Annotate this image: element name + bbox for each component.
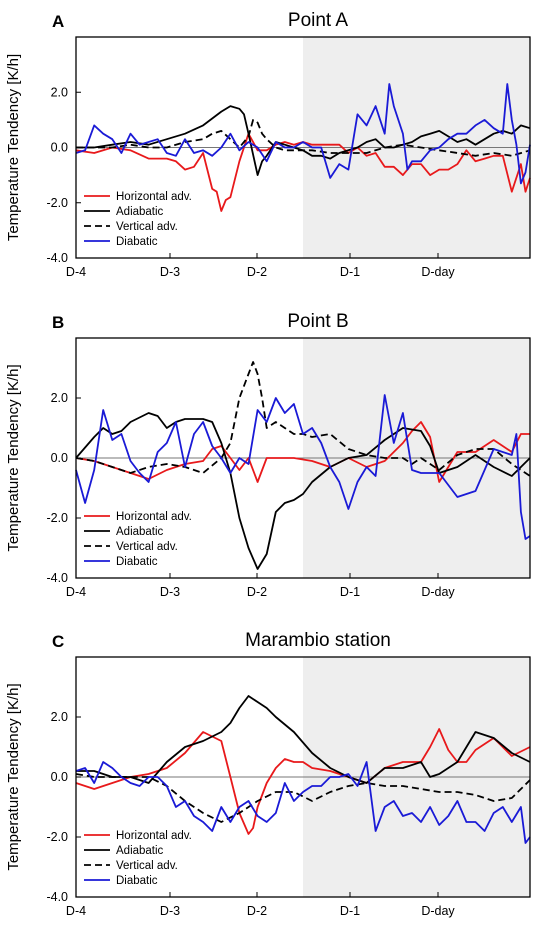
y-tick-label: -2.0 — [46, 830, 68, 844]
legend-entry: Vertical adv. — [116, 541, 178, 553]
x-tick-label: D-4 — [66, 265, 86, 279]
x-tick-label: D-1 — [340, 265, 360, 279]
x-tick-label: D-4 — [66, 904, 86, 918]
series-line-vertical-adv — [75, 361, 531, 477]
y-tick-label: -2.0 — [46, 196, 68, 210]
legend-entry: Horizontal adv. — [116, 191, 192, 203]
x-tick-label: D-4 — [66, 585, 86, 599]
y-tick-label: -4.0 — [46, 890, 68, 904]
series-line-adiabatic — [75, 412, 531, 570]
legend-entry: Diabatic — [116, 875, 158, 887]
series-line-adiabatic — [76, 105, 531, 177]
y-tick-label: -4.0 — [46, 251, 68, 265]
panel-title: Point A — [288, 10, 349, 31]
panel-label: A — [52, 12, 64, 31]
y-tick-label: 2.0 — [51, 710, 68, 724]
legend-entry: Horizontal adv. — [116, 830, 192, 842]
y-tick-label: 0.0 — [51, 451, 68, 465]
x-tick-label: D-2 — [247, 585, 267, 599]
series-line-horizontal-adv — [75, 728, 531, 835]
series-line-diabatic — [75, 394, 531, 540]
legend-entry: Adiabatic — [116, 845, 164, 857]
x-tick-label: D-day — [421, 904, 455, 918]
y-tick-label: 0.0 — [51, 770, 68, 784]
legend-entry: Horizontal adv. — [116, 511, 192, 523]
y-tick-label: -4.0 — [46, 571, 68, 585]
legend-entry: Vertical adv. — [116, 221, 178, 233]
x-tick-label: D-1 — [340, 585, 360, 599]
y-axis-label: Temperature Tendency [K/h] — [5, 683, 22, 870]
y-tick-label: -2.0 — [46, 511, 68, 525]
y-axis-label: Temperature Tendency [K/h] — [5, 54, 22, 241]
series-line-vertical-adv — [76, 119, 531, 157]
y-tick-label: 2.0 — [51, 391, 68, 405]
legend-entry: Diabatic — [116, 556, 158, 568]
series-line-horizontal-adv — [75, 421, 530, 483]
x-tick-label: D-day — [421, 585, 455, 599]
x-tick-label: D-3 — [160, 585, 180, 599]
y-axis-label: Temperature Tendency [K/h] — [5, 364, 22, 551]
series-line-diabatic — [75, 83, 531, 185]
panel-b: 2.0 0.0 -2.0 -4.0D-4 D-3 D-2 D-1 D-day Point B B T… — [5, 311, 531, 599]
legend-entry: Adiabatic — [116, 206, 164, 218]
series-line-horizontal-adv — [75, 132, 531, 212]
x-tick-label: D-day — [421, 265, 455, 279]
panel-c: 2.0 0.0 -2.0 -4.0D-4 D-3 D-2 D-1 D-day Marambio … — [5, 630, 531, 918]
panel-label: B — [52, 313, 64, 332]
series-line-diabatic — [75, 761, 531, 844]
series-line-adiabatic — [76, 695, 531, 784]
panel-a: 2.0 0.0 -2.0 -4.0D-4 D-3 D-2 D-1 D-day Point A A T… — [5, 10, 531, 279]
y-tick-label: 0.0 — [51, 141, 68, 155]
x-tick-label: D-3 — [160, 265, 180, 279]
y-tick-label: 2.0 — [51, 85, 68, 99]
x-tick-label: D-3 — [160, 904, 180, 918]
legend-entry: Adiabatic — [116, 526, 164, 538]
x-tick-label: D-2 — [247, 904, 267, 918]
legend-entry: Diabatic — [116, 236, 158, 248]
panel-title: Marambio station — [245, 630, 391, 651]
x-tick-label: D-1 — [340, 904, 360, 918]
panel-title: Point B — [287, 311, 348, 332]
panel-label: C — [52, 632, 64, 651]
x-tick-label: D-2 — [247, 265, 267, 279]
legend-entry: Vertical adv. — [116, 860, 178, 872]
